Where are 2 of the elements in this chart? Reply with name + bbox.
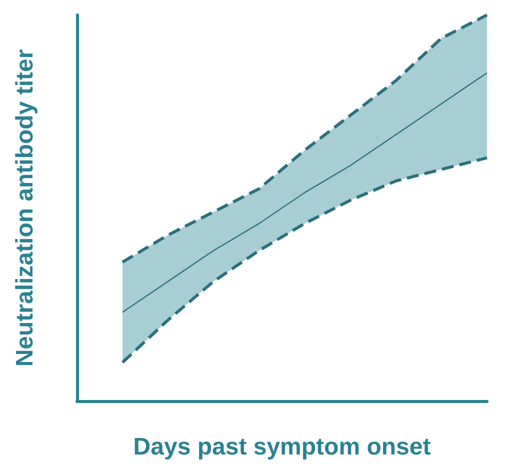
x-axis-title: Days past symptom onset	[133, 434, 431, 460]
y-axis-title: Neutralization antibody titer	[12, 49, 38, 367]
